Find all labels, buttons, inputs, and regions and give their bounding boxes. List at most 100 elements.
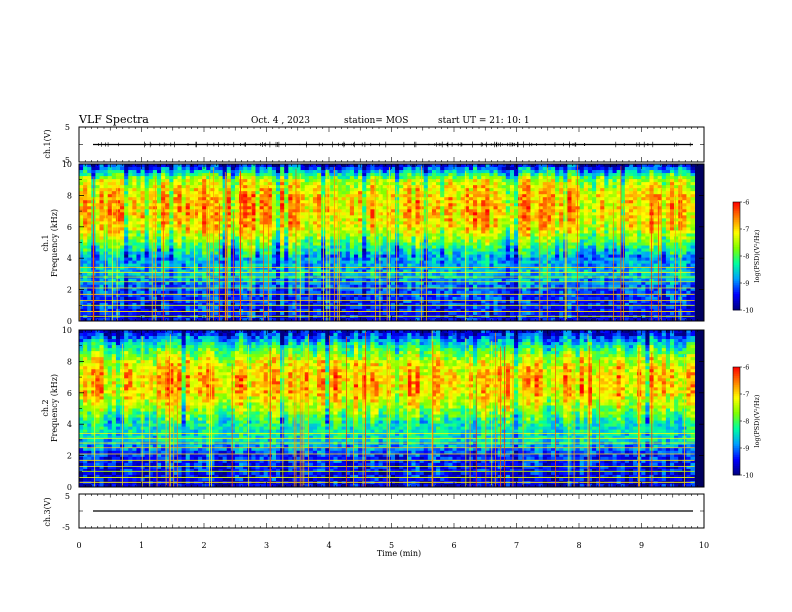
spectrogram-cell xyxy=(399,218,404,221)
spectrogram-cell xyxy=(128,312,133,315)
spectrogram-cell xyxy=(313,179,318,182)
spectrogram-cell xyxy=(116,173,121,176)
spectrogram-cell xyxy=(432,176,437,179)
spectrogram-cell xyxy=(182,255,187,258)
spectrogram-cell xyxy=(255,194,259,197)
spectrogram-cell xyxy=(247,291,252,294)
spectrogram-cell xyxy=(370,185,375,188)
spectrogram-cell xyxy=(358,261,363,264)
spectrogram-cell xyxy=(358,291,363,294)
spectrogram-cell xyxy=(305,206,310,209)
spectrogram-cell xyxy=(243,191,248,194)
spectrogram-cell xyxy=(251,194,256,197)
spectrogram-cell xyxy=(276,282,281,285)
spectrogram-cell xyxy=(395,185,400,188)
spectrogram-cell xyxy=(157,282,162,285)
spectrogram-cell xyxy=(317,303,322,306)
spectrogram-cell xyxy=(317,246,322,249)
spectrogram-cell xyxy=(284,206,289,209)
spectrogram-cell xyxy=(210,170,215,173)
spectrogram-cell xyxy=(366,191,371,194)
spectrogram-cell xyxy=(309,291,314,294)
spectrogram-cell xyxy=(411,227,416,230)
spectrogram-cell xyxy=(104,233,109,236)
spectrogram-cell xyxy=(416,252,421,255)
spectrogram-cell xyxy=(288,194,293,197)
spectrogram-cell xyxy=(358,306,363,309)
spectrogram-cell xyxy=(313,170,318,173)
spectrogram-cell xyxy=(424,182,429,185)
spectrogram-cell xyxy=(100,261,105,264)
spectrogram-cell xyxy=(379,306,384,309)
spectrogram-cell xyxy=(276,249,281,252)
spectrogram-cell xyxy=(338,249,343,252)
spectrogram-cell xyxy=(354,194,359,197)
spectrogram-cell xyxy=(346,218,351,221)
spectrogram-cell xyxy=(444,291,449,294)
spectrogram-cell xyxy=(178,173,183,176)
spectrogram-cell xyxy=(362,170,367,173)
spectrogram-cell xyxy=(280,312,285,315)
spectrogram-cell xyxy=(157,209,162,212)
spectrogram-cell xyxy=(301,236,306,239)
spectrogram-cell xyxy=(243,227,248,230)
spectrogram-cell xyxy=(362,227,367,230)
spectrogram-cell xyxy=(132,197,137,200)
spectrogram-cell xyxy=(95,209,100,212)
spectrogram-cell xyxy=(145,252,150,255)
spectrogram-cell xyxy=(95,176,100,179)
spectrogram-cell xyxy=(411,215,416,218)
spectrogram-cell xyxy=(272,273,277,276)
spectrogram-cell xyxy=(391,312,396,315)
spectrogram-cell xyxy=(145,170,150,173)
spectrogram-cell xyxy=(440,303,445,306)
spectrogram-cell xyxy=(141,179,146,182)
spectrogram-cell xyxy=(301,273,306,276)
spectrogram-cell xyxy=(309,306,314,309)
spectrogram-cell xyxy=(100,246,105,249)
spectrogram-cell xyxy=(301,209,306,212)
spectrogram-cell xyxy=(288,170,293,173)
spectrogram-cell xyxy=(223,258,228,261)
spectrogram-cell xyxy=(457,303,462,306)
spectrogram-cell xyxy=(124,212,128,215)
spectrogram-cell xyxy=(288,239,293,242)
spectrogram-cell xyxy=(87,249,92,252)
spectrogram-cell xyxy=(448,218,453,221)
spectrogram-cell xyxy=(235,282,240,285)
spectrogram-cell xyxy=(169,233,174,236)
spectrogram-cell xyxy=(403,218,408,221)
spectrogram-cell xyxy=(132,164,137,167)
spectrogram-cell xyxy=(173,167,178,170)
spectrogram-cell xyxy=(231,191,236,194)
spectrogram-cell xyxy=(350,200,355,203)
spectrogram-cell xyxy=(108,246,113,249)
spectrogram-cell xyxy=(136,164,141,167)
spectrogram-cell xyxy=(395,221,400,224)
spectrogram-cell xyxy=(272,200,277,203)
spectrogram-cell xyxy=(219,246,224,249)
spectrogram-cell xyxy=(383,224,388,227)
spectrogram-cell xyxy=(428,273,433,276)
spectrogram-cell xyxy=(395,252,400,255)
spectrogram-cell xyxy=(457,227,462,230)
spectrogram-cell xyxy=(243,303,248,306)
spectrogram-cell xyxy=(100,164,105,167)
spectrogram-cell xyxy=(182,267,187,270)
spectrogram-cell xyxy=(301,197,306,200)
spectrogram-cell xyxy=(231,164,236,167)
spectrogram-cell xyxy=(243,312,248,315)
spectrogram-cell xyxy=(255,182,259,185)
spectrogram-cell xyxy=(108,221,113,224)
spectrogram-cell xyxy=(342,312,347,315)
spectrogram-cell xyxy=(358,173,363,176)
spectrogram-cell xyxy=(264,236,269,239)
spectrogram-cell xyxy=(428,179,433,182)
spectrogram-cell xyxy=(182,191,187,194)
spectrogram-cell xyxy=(198,173,203,176)
spectrogram-cell xyxy=(313,243,318,246)
spectrogram-cell xyxy=(116,236,121,239)
spectrogram-cell xyxy=(432,249,437,252)
spectrogram-cell xyxy=(182,185,187,188)
spectrogram-cell xyxy=(247,215,252,218)
